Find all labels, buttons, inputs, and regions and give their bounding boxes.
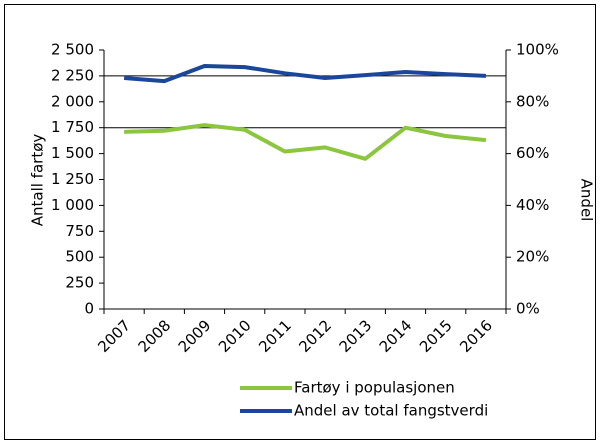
y2-tick-label: 20% bbox=[516, 248, 549, 266]
y-tick-label: 2 250 bbox=[51, 66, 94, 84]
y2-axis-label: Andel bbox=[578, 179, 596, 222]
y2-tick-label: 60% bbox=[516, 144, 549, 162]
y-tick-label: 500 bbox=[65, 248, 94, 266]
y2-tick-label: 80% bbox=[516, 92, 549, 110]
line-series bbox=[123, 64, 486, 84]
y-tick-label: 1 500 bbox=[51, 144, 94, 162]
y-tick-label: 1 750 bbox=[51, 118, 94, 136]
y-tick-label: 1 000 bbox=[51, 196, 94, 214]
legend-label: Andel av total fangstverdi bbox=[294, 402, 488, 420]
y2-tick-label: 100% bbox=[516, 41, 559, 59]
y2-tick-label: 0% bbox=[516, 300, 540, 318]
y-axis-label: Antall fartøy bbox=[29, 134, 47, 227]
y2-tick-label: 40% bbox=[516, 196, 549, 214]
y-tick-label: 2 500 bbox=[51, 41, 94, 59]
y-tick-label: 750 bbox=[65, 222, 94, 240]
y-tick-label: 0 bbox=[84, 300, 94, 318]
y-tick-label: 250 bbox=[65, 274, 94, 292]
y-tick-label: 1 250 bbox=[51, 170, 94, 188]
line-series bbox=[124, 123, 487, 161]
legend-label: Fartøy i populasjonen bbox=[294, 379, 455, 397]
y-tick-label: 2 000 bbox=[51, 92, 94, 110]
